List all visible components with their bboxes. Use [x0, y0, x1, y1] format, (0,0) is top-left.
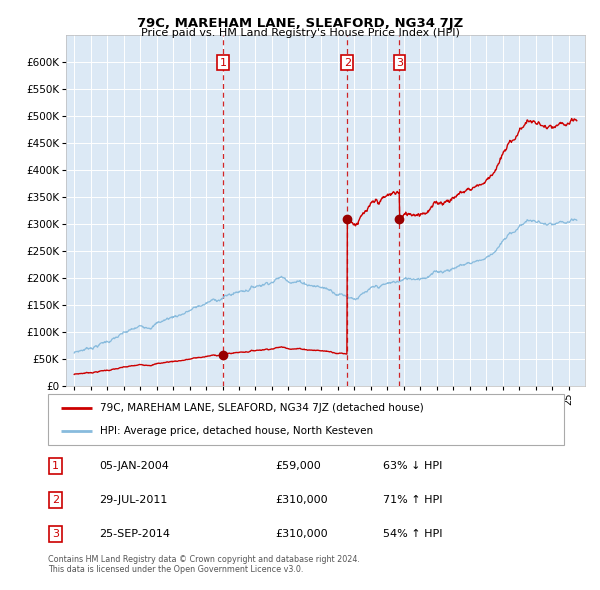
Text: 2: 2: [52, 495, 59, 505]
Text: 63% ↓ HPI: 63% ↓ HPI: [383, 461, 443, 471]
Text: 79C, MAREHAM LANE, SLEAFORD, NG34 7JZ (detached house): 79C, MAREHAM LANE, SLEAFORD, NG34 7JZ (d…: [100, 402, 424, 412]
Text: 1: 1: [52, 461, 59, 471]
Text: Contains HM Land Registry data © Crown copyright and database right 2024.
This d: Contains HM Land Registry data © Crown c…: [48, 555, 360, 574]
Text: £59,000: £59,000: [275, 461, 321, 471]
Text: 29-JUL-2011: 29-JUL-2011: [100, 495, 168, 505]
Text: 2: 2: [344, 58, 351, 68]
Text: 1: 1: [220, 58, 227, 68]
Text: £310,000: £310,000: [275, 529, 328, 539]
Text: Price paid vs. HM Land Registry's House Price Index (HPI): Price paid vs. HM Land Registry's House …: [140, 28, 460, 38]
Text: 05-JAN-2004: 05-JAN-2004: [100, 461, 169, 471]
Text: £310,000: £310,000: [275, 495, 328, 505]
Text: 25-SEP-2014: 25-SEP-2014: [100, 529, 170, 539]
Text: HPI: Average price, detached house, North Kesteven: HPI: Average price, detached house, Nort…: [100, 427, 373, 437]
Text: 79C, MAREHAM LANE, SLEAFORD, NG34 7JZ: 79C, MAREHAM LANE, SLEAFORD, NG34 7JZ: [137, 17, 463, 30]
Text: 3: 3: [396, 58, 403, 68]
Text: 71% ↑ HPI: 71% ↑ HPI: [383, 495, 443, 505]
FancyBboxPatch shape: [48, 394, 564, 445]
Text: 54% ↑ HPI: 54% ↑ HPI: [383, 529, 443, 539]
Text: 3: 3: [52, 529, 59, 539]
